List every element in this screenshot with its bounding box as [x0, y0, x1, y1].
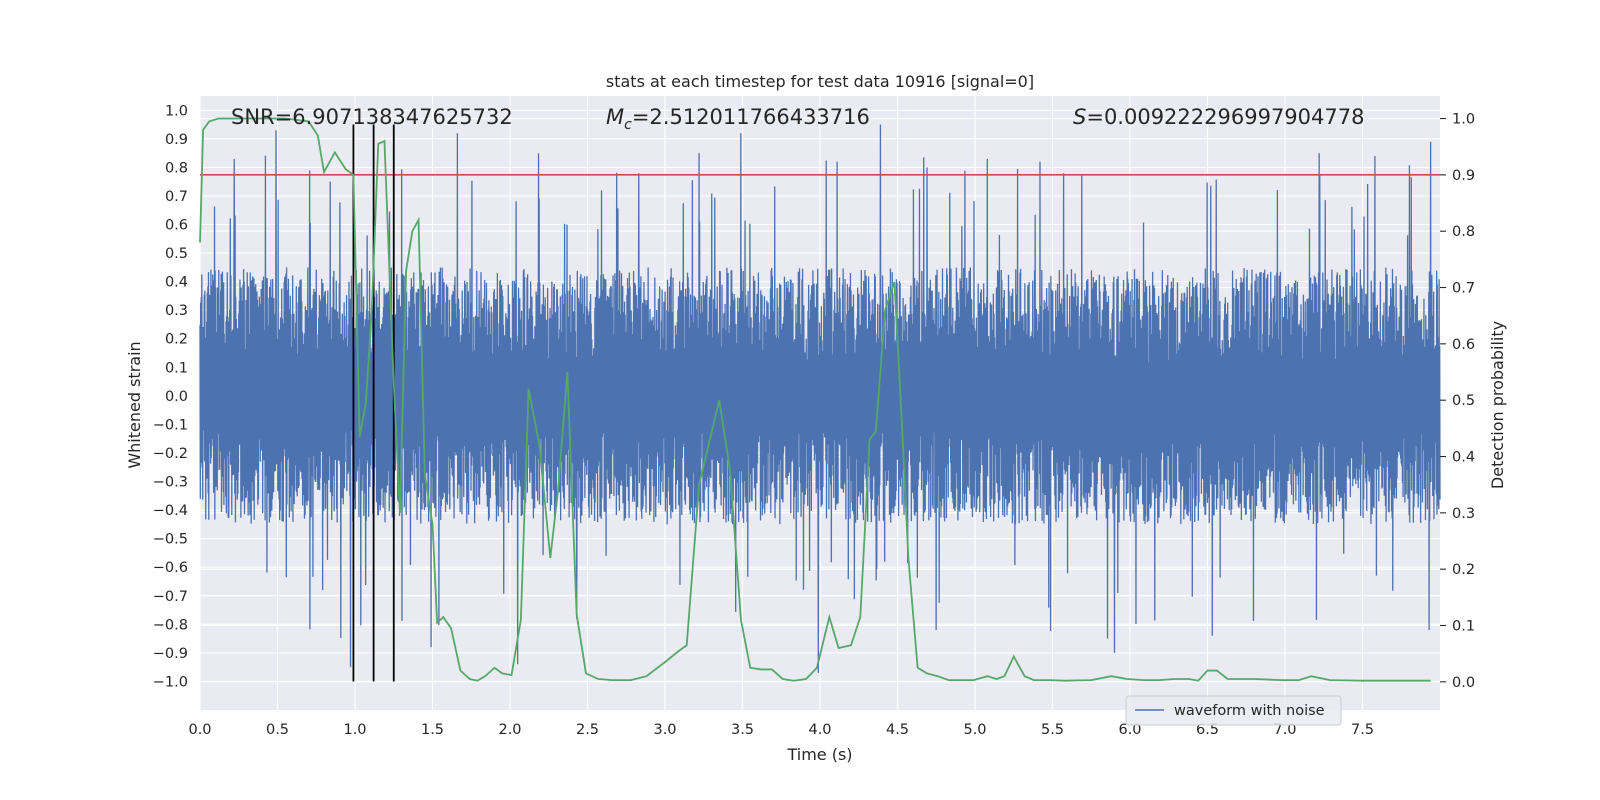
- y-tick-label: 0.1: [165, 360, 188, 376]
- x-tick-label: 5.5: [1041, 722, 1064, 738]
- y-tick-label: 0.6: [165, 218, 188, 234]
- x-tick-label: 4.5: [886, 722, 909, 738]
- y-tick-label: 0.2: [165, 332, 188, 348]
- x-tick-label: 2.0: [498, 722, 521, 738]
- y-tick-label: 0.5: [165, 246, 188, 262]
- y-tick-label: −0.2: [153, 446, 188, 462]
- y-tick-label: 0.4: [165, 275, 188, 291]
- y-tick-label: −0.7: [153, 589, 188, 605]
- y2-tick-label: 0.3: [1452, 506, 1475, 522]
- chirp-mass-symbol: M: [606, 105, 624, 129]
- x-tick-label: 1.0: [343, 722, 366, 738]
- x-tick-label: 1.5: [421, 722, 444, 738]
- x-tick-label: 6.0: [1118, 722, 1141, 738]
- chart-title: stats at each timestep for test data 109…: [606, 72, 1034, 91]
- legend-box: [1125, 695, 1342, 726]
- y-tick-label: 0.8: [165, 160, 188, 176]
- chirp-mass-subscript: c: [624, 117, 632, 133]
- y-tick-label: −0.5: [153, 532, 188, 548]
- y2-tick-label: 0.2: [1452, 562, 1475, 578]
- s-value: =0.009222296997904778: [1086, 105, 1364, 129]
- y-tick-label: 0.9: [165, 132, 188, 148]
- y2-tick-label: 0.5: [1452, 393, 1475, 409]
- y-tick-label: −0.3: [153, 475, 188, 491]
- waveform-line: [199, 124, 1441, 673]
- x-axis-ticks: 0.0 0.5 1.0 1.5 2.0 2.5 3.0 3.5 4.0 4.5 5.0 5.5 6.0 6…: [188, 722, 1374, 738]
- vertical-markers: [352, 124, 395, 682]
- x-axis-label: Time (s): [786, 745, 852, 764]
- x-tick-label: 3.5: [731, 722, 754, 738]
- x-tick-label: 4.0: [808, 722, 831, 738]
- x-tick-label: 0.0: [188, 722, 211, 738]
- y2-tick-label: 0.7: [1452, 281, 1475, 297]
- y-tick-label: −1.0: [153, 674, 188, 690]
- y2-tick-label: 0.9: [1452, 168, 1475, 184]
- y-axis-label: Whitened strain: [125, 341, 144, 468]
- y-tick-label: 0.3: [165, 303, 188, 319]
- x-tick-label: 2.5: [576, 722, 599, 738]
- s-annotation: S=0.009222296997904778: [1073, 105, 1364, 129]
- y2-tick-label: 0.6: [1452, 337, 1475, 353]
- y-tick-label: 0.7: [165, 189, 188, 205]
- y2-tick-label: 0.1: [1452, 619, 1475, 635]
- y2-tick-label: 0.8: [1452, 224, 1475, 240]
- legend: waveform with noise: [1125, 695, 1342, 726]
- x-tick-label: 3.0: [653, 722, 676, 738]
- y-tick-label: −0.4: [153, 503, 188, 519]
- x-tick-label: 0.5: [266, 722, 289, 738]
- y-tick-label: −0.1: [153, 417, 188, 433]
- y-axis-ticks: 1.0 0.9 0.8 0.7 0.6 0.5 0.4 0.3 0.2 0.1 0.0 −0.1 −0.…: [153, 103, 188, 690]
- y-tick-label: 0.0: [165, 389, 188, 405]
- y2-tick-label: 0.4: [1452, 450, 1475, 466]
- y-tick-label: −0.9: [153, 646, 188, 662]
- snr-annotation: SNR=6.907138347625732: [231, 105, 513, 129]
- chirp-mass-value: =2.512011766433716: [632, 105, 870, 129]
- y2-axis-label: Detection probability: [1488, 321, 1507, 489]
- y2-tick-label: 0.0: [1452, 675, 1475, 691]
- chirp-mass-annotation: Mc=2.512011766433716: [606, 105, 870, 133]
- waveform-series: [199, 124, 1441, 673]
- y-tick-label: −0.8: [153, 617, 188, 633]
- x-tick-label: 7.5: [1351, 722, 1374, 738]
- probability-line: [199, 117, 1431, 682]
- s-symbol: S: [1073, 105, 1086, 129]
- y-tick-label: −0.6: [153, 560, 188, 576]
- y2-tick-label: 1.0: [1452, 112, 1475, 128]
- x-tick-label: 7.0: [1273, 722, 1296, 738]
- x-tick-label: 6.5: [1196, 722, 1219, 738]
- y-tick-label: 1.0: [165, 103, 188, 119]
- legend-label-waveform: waveform with noise: [1174, 703, 1325, 719]
- x-tick-label: 5.0: [963, 722, 986, 738]
- y2-axis-ticks: 1.0 0.9 0.8 0.7 0.6 0.5 0.4 0.3 0.2 0.1 0.0: [1440, 112, 1475, 691]
